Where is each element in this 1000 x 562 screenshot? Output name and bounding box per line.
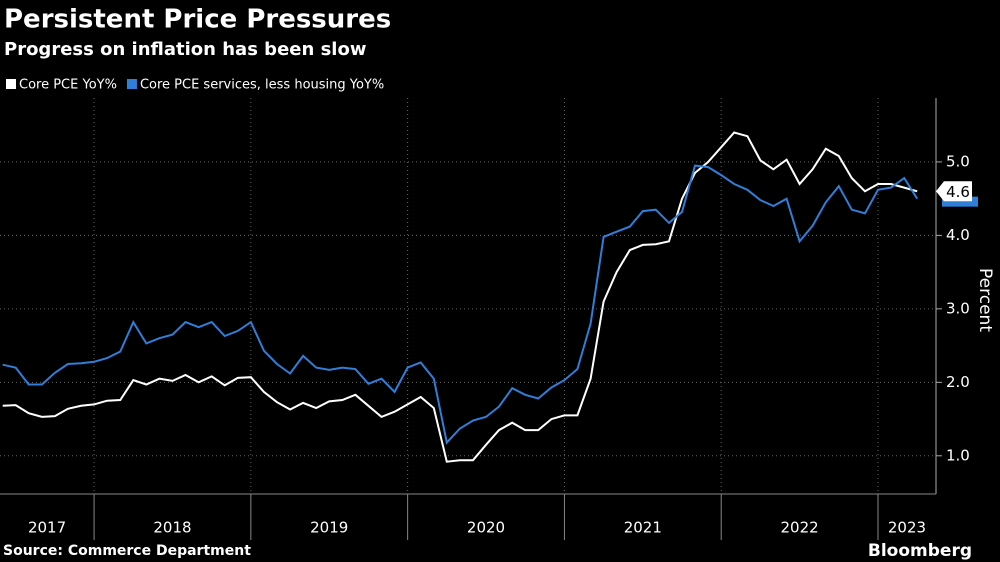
x-tick-label: 2023 bbox=[888, 519, 926, 537]
line-series bbox=[2, 164, 919, 445]
x-tick-label: 2020 bbox=[467, 519, 505, 537]
legend-label: Core PCE YoY% bbox=[19, 78, 117, 93]
legend-label: Core PCE services, less housing YoY% bbox=[140, 78, 384, 93]
x-tick-label: 2022 bbox=[781, 519, 819, 537]
x-tick-label: 2021 bbox=[624, 519, 662, 537]
source: Source: Commerce Department bbox=[3, 543, 251, 559]
end-tag bbox=[936, 181, 972, 202]
end-tag bbox=[942, 196, 978, 207]
x-tick-label: 2019 bbox=[310, 519, 348, 537]
y-tick-label: 5.0 bbox=[946, 152, 970, 170]
brand: Bloomberg bbox=[868, 541, 972, 561]
legend-swatch bbox=[126, 79, 137, 89]
legend-swatch bbox=[6, 79, 16, 89]
end-label: 4.6 bbox=[946, 183, 970, 201]
y-tick-label: 1.0 bbox=[946, 446, 970, 464]
y-tick-label: 2.0 bbox=[946, 373, 970, 391]
y-axis-label: Percent bbox=[975, 268, 995, 332]
y-tick-label: 3.0 bbox=[946, 299, 970, 317]
x-tick-label: 2017 bbox=[28, 519, 66, 537]
line-series bbox=[2, 131, 918, 463]
x-tick-label: 2018 bbox=[153, 519, 191, 537]
chart-subtitle: Progress on inflation has been slow bbox=[4, 39, 366, 60]
chart-title: Persistent Price Pressures bbox=[4, 5, 391, 35]
y-tick-label: 4.0 bbox=[946, 226, 970, 244]
